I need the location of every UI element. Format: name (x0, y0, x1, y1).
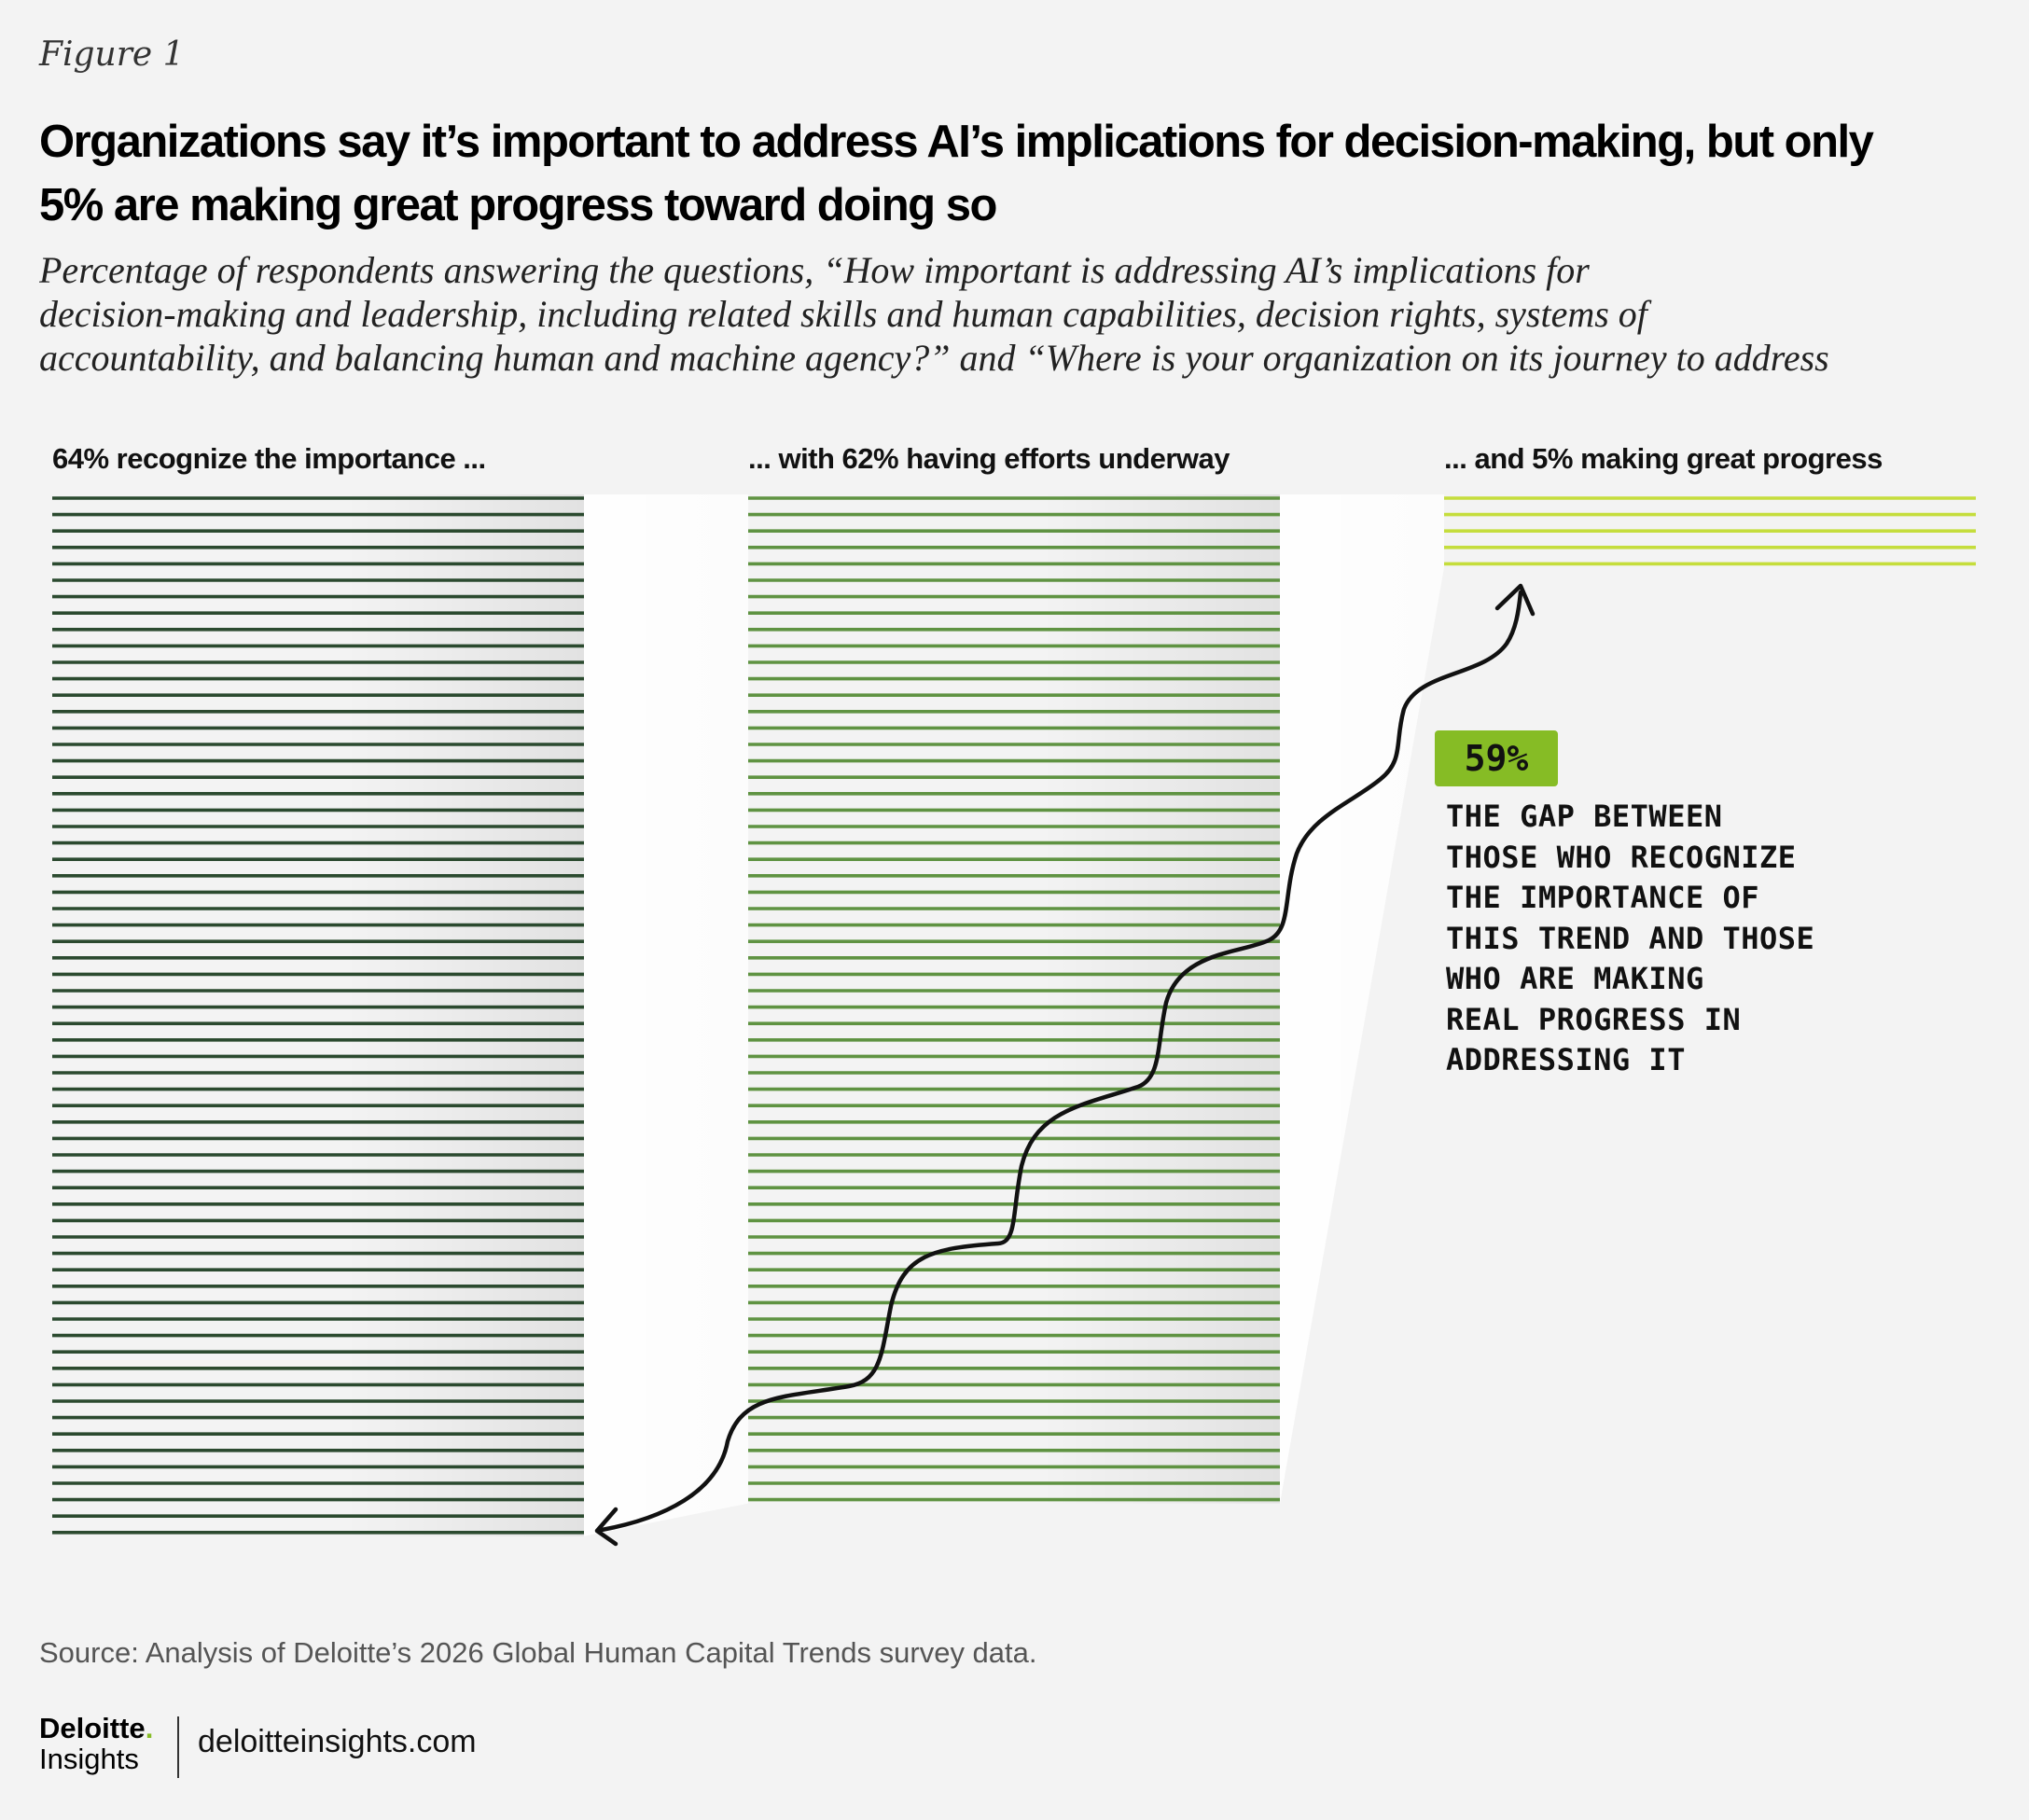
bar-group-recognize (52, 494, 584, 1536)
logo-brand-text: Deloitte (39, 1712, 146, 1744)
category-label-underway: ... with 62% having efforts underway (748, 442, 1230, 475)
source-note: Source: Analysis of Deloitte’s 2026 Glob… (39, 1636, 1037, 1669)
chart-subtitle-line-3: accountability, and balancing human and … (39, 337, 1829, 379)
bar-groups (52, 494, 1976, 1536)
bar-group-underway (748, 494, 1280, 1504)
category-label-progress: ... and 5% making great progress (1444, 442, 1883, 475)
logo-sub: Insights (39, 1743, 139, 1775)
bar-group-progress (1444, 496, 1976, 566)
chart-subtitle: Percentage of respondents answering the … (39, 248, 2029, 380)
site-link[interactable]: deloitteinsights.com (198, 1724, 477, 1759)
gap-annotation-line-4: this trend and those (1446, 920, 1815, 956)
connector-band-2 (1280, 494, 1444, 1504)
gap-annotation-line-5: who are making (1446, 961, 1704, 996)
connector-fills (584, 494, 1444, 1536)
chart-subtitle-line-2: decision-making and leadership, includin… (39, 293, 1647, 335)
chart-subtitle-line-1: Percentage of respondents answering the … (39, 249, 1590, 291)
gap-arrow (599, 590, 1523, 1533)
logo-brand: Deloitte. (39, 1713, 153, 1744)
connector-band-1 (584, 494, 748, 1536)
figure-label: Figure 1 (39, 35, 185, 74)
gap-annotation-line-1: The gap between (1446, 799, 1723, 834)
chart-title: Organizations say it’s important to addr… (39, 110, 1998, 237)
gap-arrow-head-top (1494, 583, 1536, 617)
gap-arrow-head-bottom (594, 1507, 618, 1547)
logo-dot: . (145, 1712, 154, 1744)
deloitte-insights-logo: Deloitte. Insights (39, 1713, 153, 1774)
gap-annotation-line-7: addressing it (1446, 1042, 1686, 1077)
gap-annotation-line-6: real progress in (1446, 1001, 1742, 1037)
gap-annotation: The gap between those who recognize the … (1446, 797, 1931, 1081)
gap-annotation-line-3: the importance of (1446, 880, 1760, 915)
logo-divider (177, 1716, 179, 1778)
gap-value-badge: 59% (1435, 730, 1558, 786)
chart-title-line-2: 5% are making great progress toward doin… (39, 180, 997, 230)
gap-annotation-line-2: those who recognize (1446, 839, 1797, 875)
category-label-recognize: 64% recognize the importance ... (52, 442, 486, 475)
bar-shade-recognize (344, 494, 584, 1536)
chart-title-line-1: Organizations say it’s important to addr… (39, 117, 1874, 167)
